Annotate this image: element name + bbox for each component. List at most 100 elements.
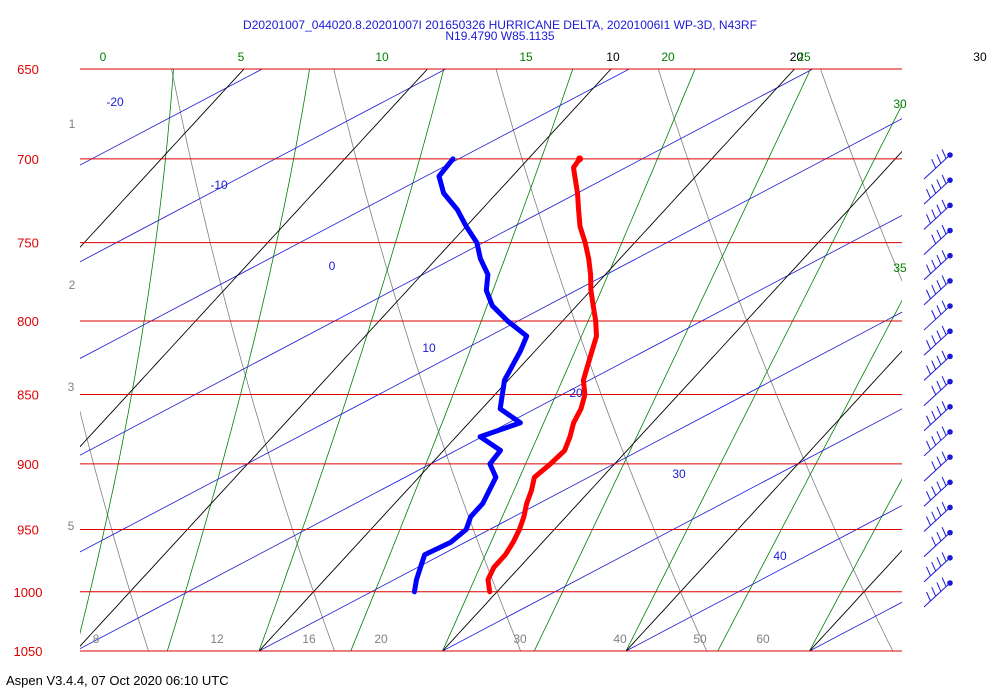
wind-barb-station-dot (947, 152, 953, 158)
sounding-profiles (411, 155, 599, 595)
dry-adiabat (80, 409, 149, 651)
dry-adiabat (495, 69, 708, 651)
isotherm (625, 350, 902, 651)
pressure-label: 1000 (14, 585, 43, 600)
dry-adiabat-label: 1 (69, 117, 76, 131)
chart-title: D20201007_044020.8.20201007I 201650326 H… (243, 18, 757, 32)
wind-barb (923, 375, 953, 406)
mixing-ratio-line (80, 69, 447, 263)
dry-adiabat (333, 69, 521, 651)
wind-barb (923, 325, 953, 356)
wind-barb-feather (936, 405, 942, 416)
mixing-ratio-line (80, 69, 264, 166)
isotherm (0, 50, 78, 651)
pressure-label: 950 (17, 523, 39, 538)
wind-barb-staff (923, 582, 951, 608)
wind-barb (923, 501, 953, 532)
wind-barb-station-dot (947, 479, 953, 486)
wind-barb-feather (926, 188, 931, 199)
wind-barb-feather (936, 456, 942, 466)
wind-barb-feather (926, 214, 931, 224)
wind-barb-staff (923, 280, 951, 306)
wind-barb-staff (923, 532, 951, 558)
wind-barb-feather (941, 174, 947, 184)
wind-barb (923, 476, 953, 507)
pressure-label: 750 (17, 236, 39, 251)
moist-adiabat-label: 5 (238, 50, 245, 64)
wind-barb-feather (936, 229, 942, 240)
dewpoint-profile (411, 156, 530, 595)
wind-barb-feather (941, 476, 947, 487)
bottom-axis-label: 12 (210, 632, 224, 646)
mixing-ratio-line (80, 118, 902, 553)
wind-barb (923, 149, 953, 180)
wind-barb-station-dot (947, 252, 953, 259)
moist-adiabat (0, 50, 41, 651)
bottom-axis-label: 50 (693, 632, 707, 646)
wind-barb-staff (923, 305, 951, 331)
wind-barb-feather (926, 566, 931, 577)
wind-barb-station-dot (947, 278, 953, 284)
wind-barb-staff (923, 481, 951, 507)
background-lines (0, 50, 1000, 651)
mixing-ratio-label: 20 (569, 386, 583, 400)
wind-barb-feather (941, 325, 947, 336)
wind-barb-feather (936, 154, 942, 164)
wind-barb-feather (926, 340, 931, 350)
wind-barb-feather (936, 280, 942, 290)
wind-barb-station-dot (947, 227, 953, 234)
wind-barb (923, 199, 953, 230)
wind-barb-station-dot (947, 580, 953, 586)
isotherm (809, 549, 902, 651)
wind-barb-feather (941, 552, 947, 562)
mixing-ratio-line (80, 69, 814, 456)
wind-barb-feather (931, 335, 937, 345)
wind-barb-feather (941, 224, 947, 235)
isotherm (442, 150, 902, 651)
wind-barb-feather (936, 506, 942, 517)
moist-adiabat (809, 478, 902, 651)
isotherm (80, 69, 612, 647)
mixing-ratio-line (625, 505, 902, 651)
bottom-axis-label: 8 (93, 632, 100, 646)
wind-barb-staff (923, 381, 951, 406)
wind-barb-feather (936, 254, 942, 265)
temperature-profile-top-dot (576, 155, 584, 163)
wind-barb-feather (926, 365, 931, 375)
wind-barb (923, 426, 953, 457)
wind-barb-feather (936, 431, 942, 441)
isotherm (80, 69, 429, 448)
bottom-axis-label: 16 (302, 632, 316, 646)
wind-barb (923, 401, 953, 432)
wind-barb-staff (923, 204, 951, 230)
wind-barb-feather (941, 401, 947, 411)
wind-barb-feather (941, 149, 947, 159)
wind-barb-feather (926, 516, 931, 526)
wind-barb-feather (936, 179, 942, 189)
moist-adiabat (166, 69, 310, 651)
moist-adiabat (258, 69, 445, 651)
pressure-label: 1050 (14, 644, 43, 659)
wind-barb-feather (931, 410, 937, 421)
wind-barb-feather (941, 300, 947, 310)
isotherm-label: 10 (606, 50, 620, 64)
wind-barb (923, 451, 953, 482)
wind-barb-station-dot (947, 403, 953, 410)
moist-adiabat (717, 299, 902, 651)
wind-barb-feather (936, 204, 942, 214)
wind-barb (923, 577, 953, 608)
mixing-ratio-label: 30 (672, 467, 686, 481)
isotherm (993, 50, 1000, 651)
wind-barb-feather (931, 209, 937, 219)
isotherm-label: 20 (790, 50, 804, 64)
wind-barb-staff (923, 356, 951, 381)
dry-adiabat (171, 69, 335, 651)
wind-barb (923, 250, 953, 281)
wind-barb-feather (926, 415, 931, 425)
moist-adiabat-label: 35 (893, 261, 907, 275)
mixing-ratio-line (80, 214, 902, 650)
pressure-label: 850 (17, 388, 39, 403)
moist-adiabat-label: 0 (100, 50, 107, 64)
mixing-ratio-label: 10 (422, 341, 436, 355)
